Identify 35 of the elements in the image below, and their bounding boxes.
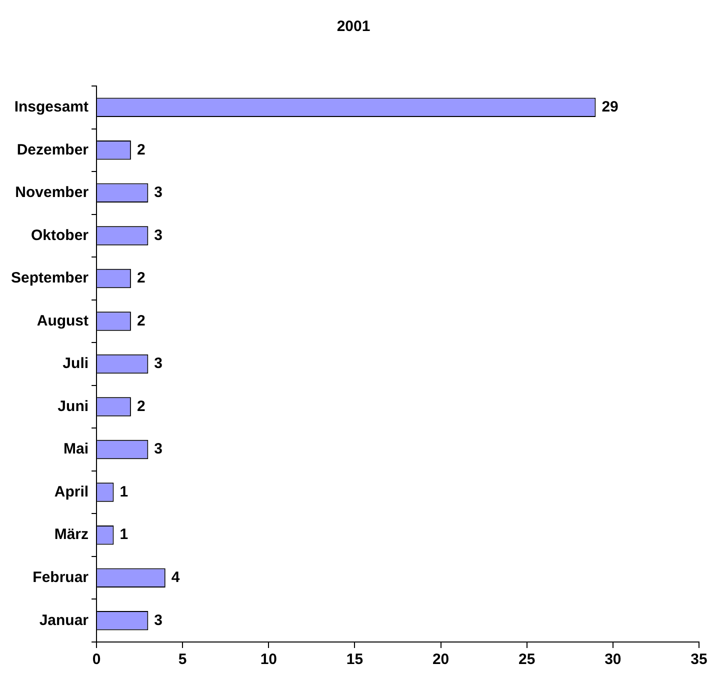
y-tick-label: Dezember <box>16 141 89 158</box>
y-tick-label: Insgesamt <box>14 98 89 116</box>
data-label: 1 <box>120 483 128 500</box>
data-label: 2 <box>136 270 146 287</box>
y-tick-label: Januar <box>39 612 89 629</box>
chart-title: 2001 <box>336 18 370 36</box>
data-label: 3 <box>154 440 163 458</box>
data-label: 29 <box>602 98 618 116</box>
y-tick-label: Juni <box>58 398 89 415</box>
x-tick-label: 20 <box>432 651 450 668</box>
data-label: 3 <box>154 612 163 629</box>
y-tick-label: August <box>36 312 89 330</box>
x-tick-label: 15 <box>346 651 364 668</box>
data-label: 1 <box>120 526 128 544</box>
x-tick-label: 0 <box>92 651 101 668</box>
y-tick-label: November <box>15 184 89 202</box>
data-label: 4 <box>171 568 180 586</box>
x-tick-label: 10 <box>260 651 278 668</box>
x-tick-label: 5 <box>178 651 187 668</box>
data-label: 2 <box>136 141 146 158</box>
y-tick-label: Mai <box>64 440 89 458</box>
y-tick-label: März <box>54 526 89 544</box>
data-label: 3 <box>154 226 163 244</box>
x-tick-label: 30 <box>604 651 622 668</box>
y-tick-label: September <box>10 270 89 287</box>
data-label: 2 <box>136 312 146 330</box>
x-tick-label: 25 <box>518 651 536 668</box>
x-tick-label: 35 <box>690 651 708 668</box>
y-tick-label: April <box>54 483 89 500</box>
data-label: 2 <box>136 398 146 415</box>
data-label: 3 <box>154 184 163 202</box>
y-tick-label: Februar <box>32 568 89 586</box>
y-tick-label: Oktober <box>31 226 89 244</box>
data-label: 3 <box>154 355 163 372</box>
y-tick-label: Juli <box>62 355 89 372</box>
